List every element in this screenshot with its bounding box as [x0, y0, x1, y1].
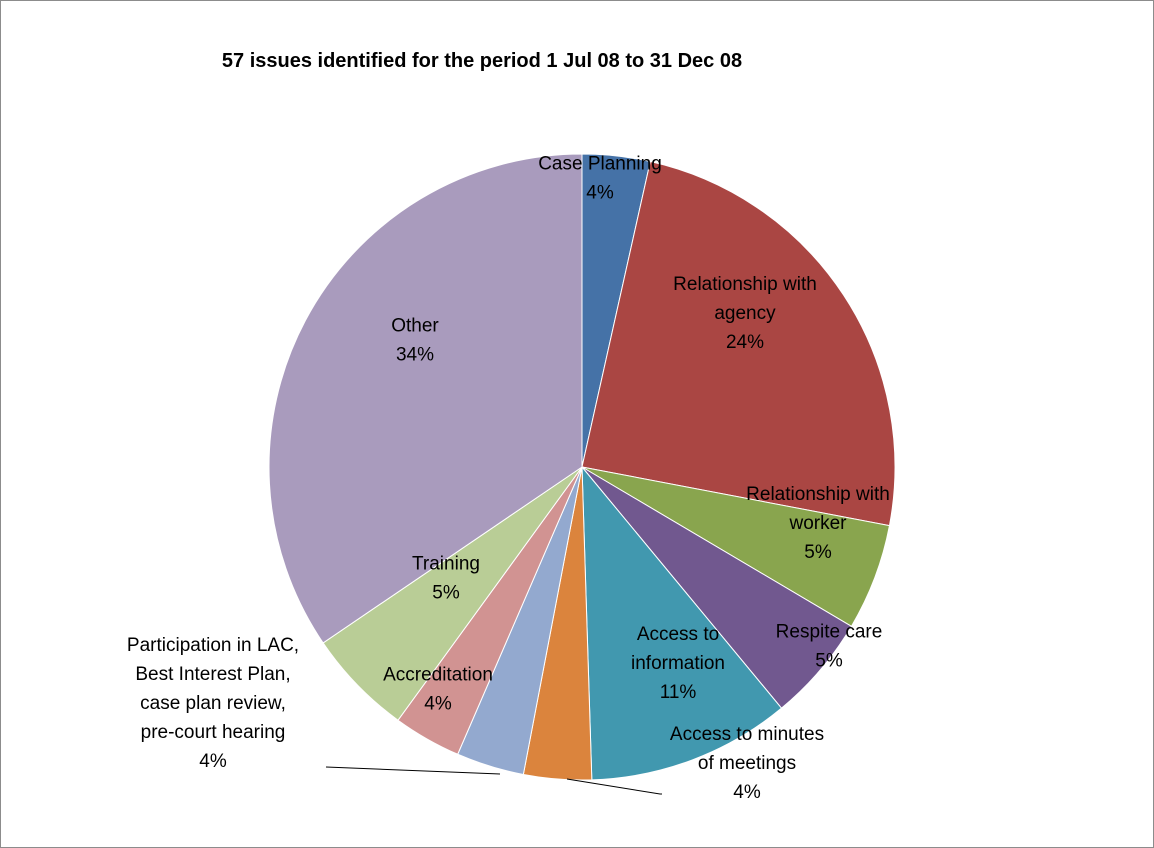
slice-label-2: Relationship with worker 5%	[746, 484, 890, 563]
leader-line-5	[566, 778, 662, 795]
leader-line-6	[325, 766, 501, 775]
slices-layer	[268, 153, 896, 781]
slice-labels: Case Planning 4% Relationship with agency 24…	[127, 154, 890, 804]
slice-label-7: Accreditation 4%	[383, 665, 493, 715]
pie-slice-1	[581, 160, 896, 527]
leader-lines	[325, 766, 662, 795]
slice-label-0: Case Planning 4%	[538, 154, 662, 204]
pie-slice-4	[581, 465, 783, 781]
slice-label-9: Other 34%	[391, 316, 439, 366]
slice-label-1: Relationship with agency 24%	[673, 274, 817, 353]
slice-label-5: Access to minutes of meetings 4%	[670, 724, 824, 803]
chart-title: 57 issues identified for the period 1 Ju…	[221, 50, 743, 72]
slice-label-8: Training 5%	[412, 554, 480, 604]
slice-label-3: Respite care 5%	[776, 622, 883, 672]
slice-label-6: Participation in LAC, Best Interest Plan,…	[127, 635, 299, 772]
slice-label-4: Access to information 11%	[631, 624, 725, 703]
pie-slice-9	[268, 153, 583, 644]
